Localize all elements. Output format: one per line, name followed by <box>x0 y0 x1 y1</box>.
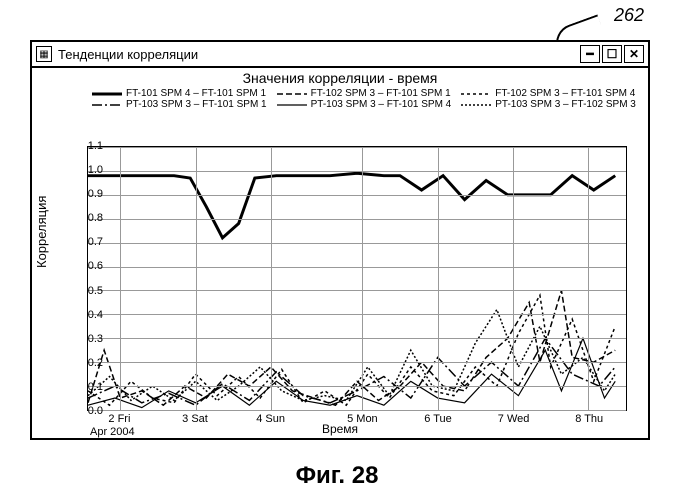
legend: FT-101 SPM 4 – FT-101 SPM 1 FT-102 SPM 3 … <box>32 86 648 114</box>
legend-item: PT-103 SPM 3 – FT-101 SPM 1 <box>92 99 267 110</box>
series-lines <box>88 147 626 410</box>
y-tick: 1.1 <box>63 140 103 152</box>
y-tick: 1.0 <box>63 164 103 176</box>
x-axis-sublabel: Apr 2004 <box>90 426 135 438</box>
figure-callout: 262 <box>614 5 644 26</box>
y-tick: 0.3 <box>63 333 103 345</box>
x-tick: 3 Sat <box>182 413 208 425</box>
chart-area <box>87 146 627 411</box>
titlebar: ▦ Тенденции корреляции ━ ☐ ✕ <box>32 42 648 68</box>
legend-item: PT-103 SPM 3 – FT-102 SPM 3 <box>461 99 636 110</box>
y-tick: 0.7 <box>63 236 103 248</box>
legend-item: FT-102 SPM 3 – FT-101 SPM 1 <box>277 88 452 99</box>
y-tick: 0.0 <box>63 405 103 417</box>
legend-item: FT-101 SPM 4 – FT-101 SPM 1 <box>92 88 267 99</box>
y-tick: 0.5 <box>63 285 103 297</box>
plot-wrapper: Значения корреляции - время FT-101 SPM 4… <box>32 68 648 438</box>
legend-item: FT-102 SPM 3 – FT-101 SPM 4 <box>461 88 636 99</box>
x-tick: 7 Wed <box>498 413 530 425</box>
trend-window: ▦ Тенденции корреляции ━ ☐ ✕ Значения ко… <box>30 40 650 440</box>
x-tick: 2 Fri <box>108 413 130 425</box>
x-tick: 6 Tue <box>424 413 452 425</box>
minimize-button[interactable]: ━ <box>580 45 600 63</box>
close-button[interactable]: ✕ <box>624 45 644 63</box>
y-tick: 0.8 <box>63 212 103 224</box>
window-title: Тенденции корреляции <box>58 47 198 62</box>
y-tick: 0.1 <box>63 381 103 393</box>
y-tick: 0.9 <box>63 188 103 200</box>
y-tick: 0.2 <box>63 357 103 369</box>
y-tick: 0.4 <box>63 309 103 321</box>
maximize-button[interactable]: ☐ <box>602 45 622 63</box>
y-tick: 0.6 <box>63 260 103 272</box>
x-tick: 4 Sun <box>256 413 285 425</box>
x-tick: 5 Mon <box>347 413 378 425</box>
chart-title: Значения корреляции - время <box>32 68 648 86</box>
y-axis-label: Корреляция <box>34 196 49 268</box>
system-menu-icon[interactable]: ▦ <box>36 46 52 62</box>
legend-item: PT-103 SPM 3 – FT-101 SPM 4 <box>277 99 452 110</box>
figure-caption: Фиг. 28 <box>296 462 379 490</box>
x-tick: 8 Thu <box>575 413 603 425</box>
